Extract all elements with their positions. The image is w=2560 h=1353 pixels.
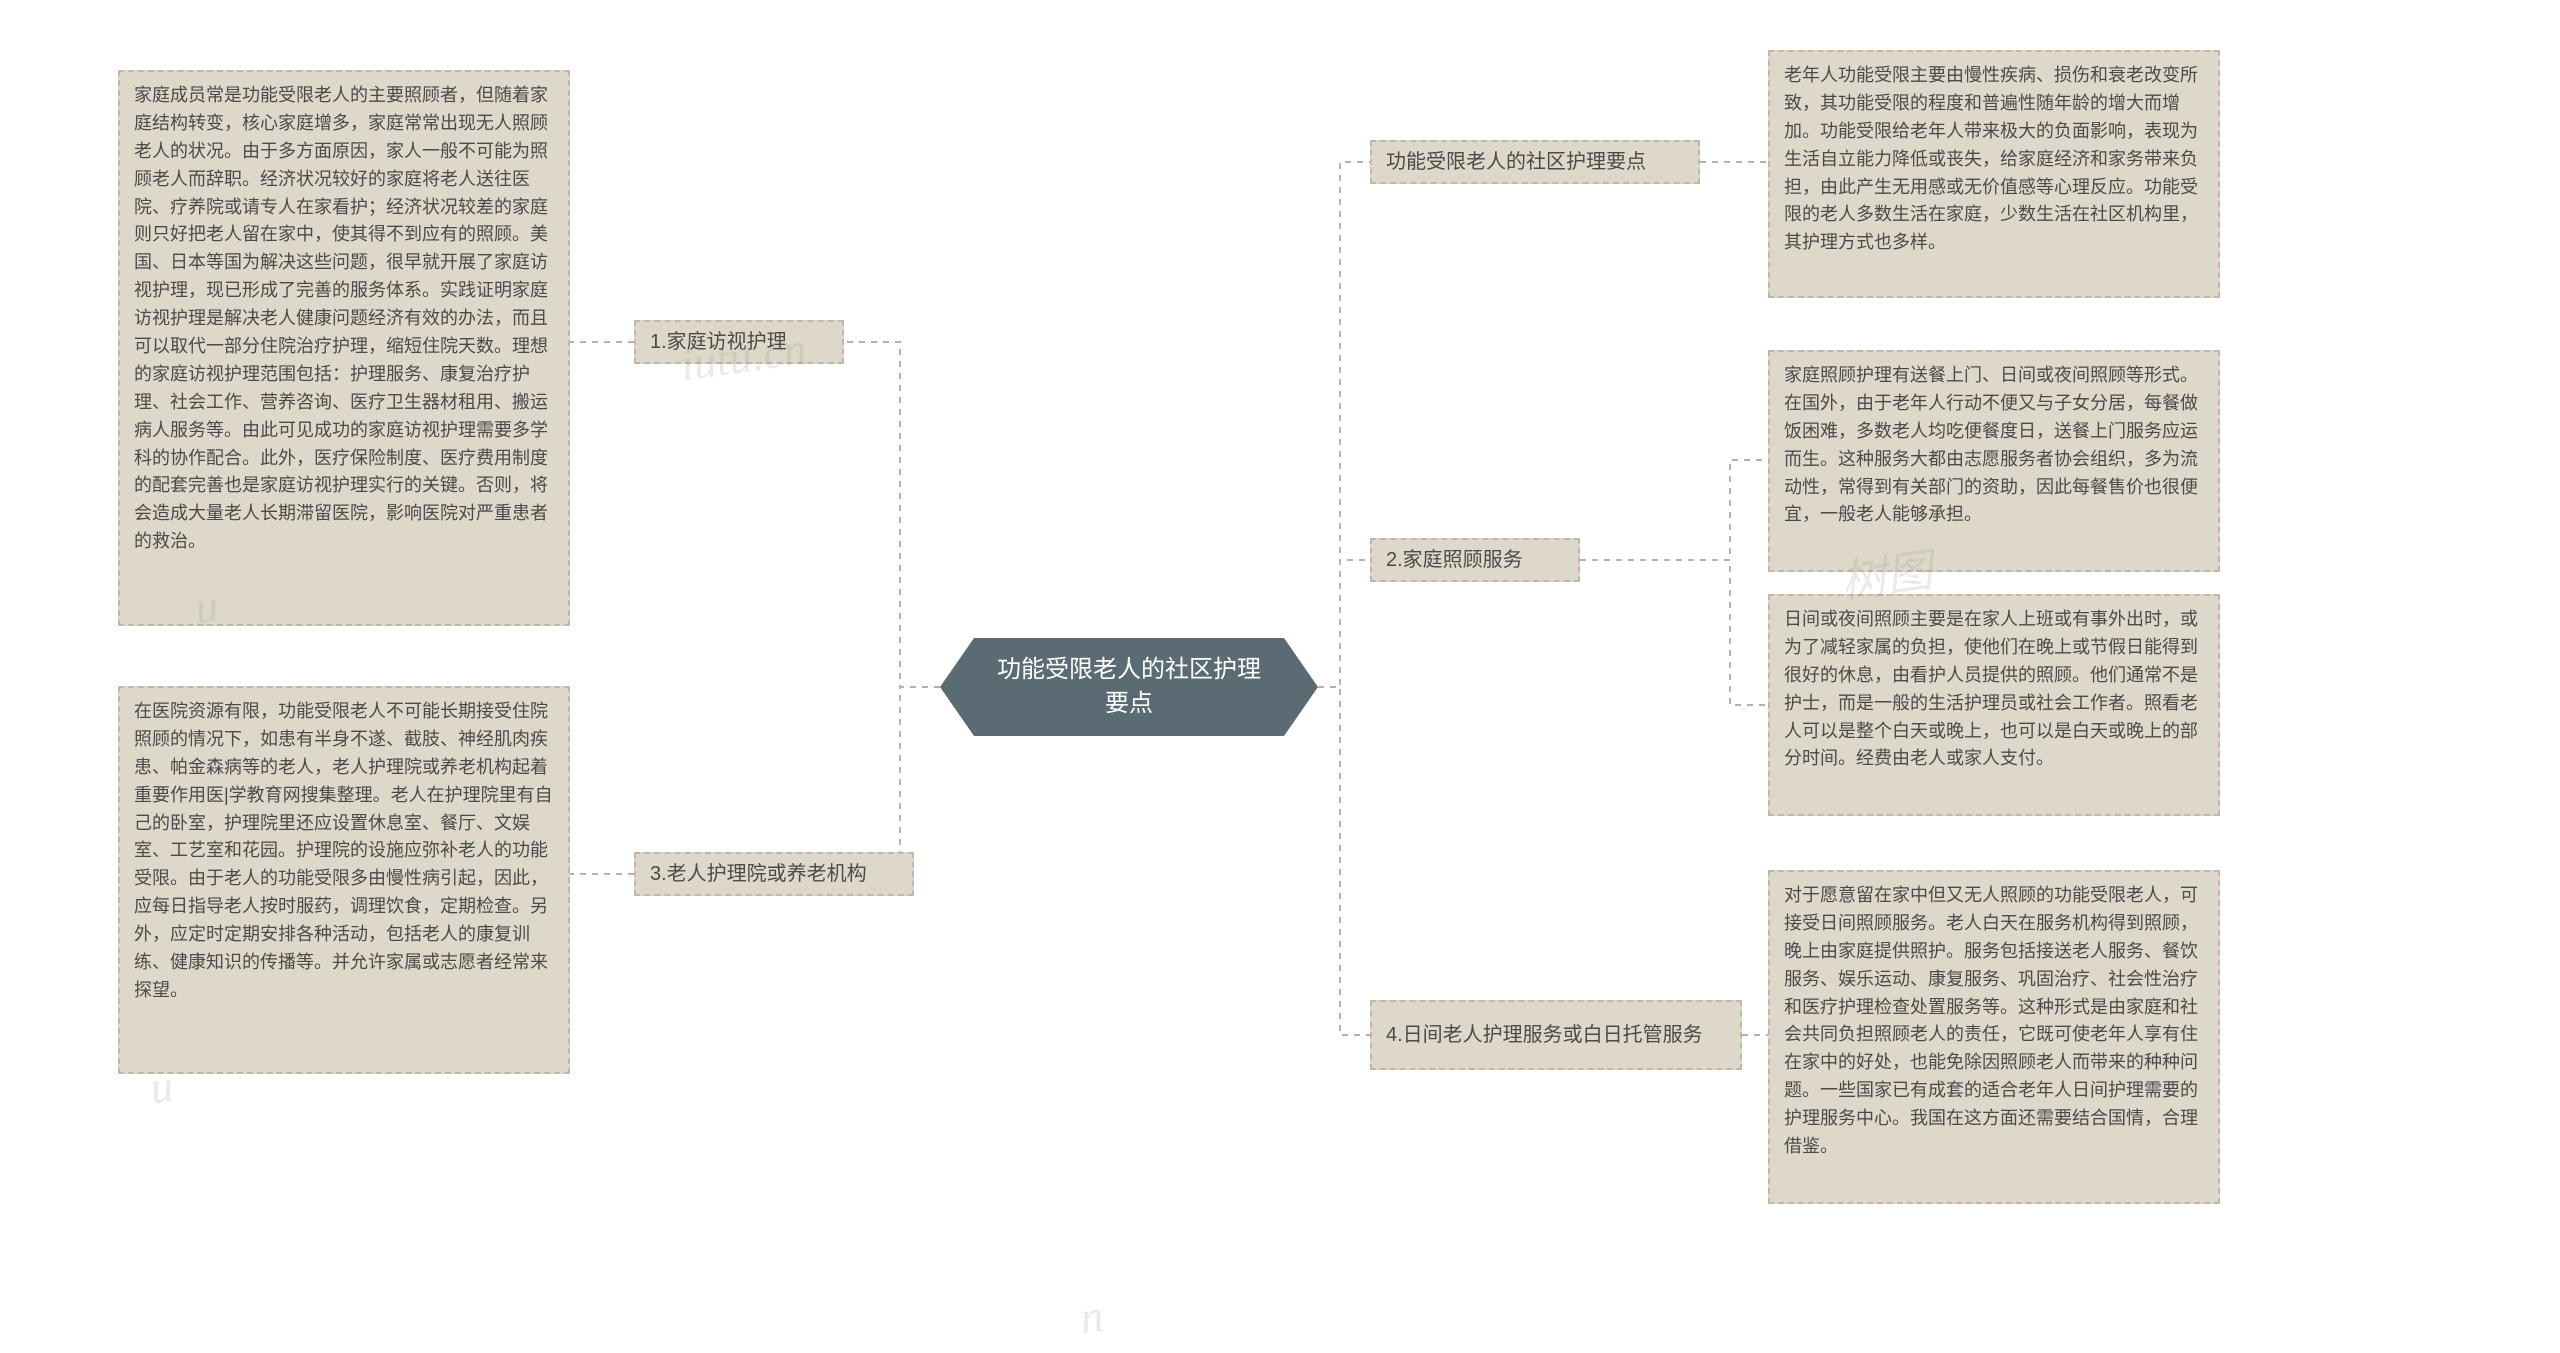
leaf-text: 家庭成员常是功能受限老人的主要照顾者，但随着家庭结构转变，核心家庭增多，家庭常常…	[134, 85, 548, 551]
leaf-left-1: 家庭成员常是功能受限老人的主要照顾者，但随着家庭结构转变，核心家庭增多，家庭常常…	[118, 70, 570, 626]
watermark: n	[1076, 1289, 1106, 1345]
branch-label: 1.家庭访视护理	[650, 327, 787, 358]
branch-right-4: 4.日间老人护理服务或白日托管服务	[1370, 1000, 1742, 1070]
center-title: 功能受限老人的社区护理要点	[994, 653, 1264, 720]
leaf-right-2-1: 日间或夜间照顾主要是在家人上班或有事外出时，或为了减轻家属的负担，使他们在晚上或…	[1768, 594, 2220, 816]
branch-right-0: 功能受限老人的社区护理要点	[1370, 140, 1700, 184]
mindmap-canvas: 功能受限老人的社区护理要点 1.家庭访视护理 家庭成员常是功能受限老人的主要照顾…	[0, 0, 2560, 1353]
branch-label: 4.日间老人护理服务或白日托管服务	[1386, 1020, 1703, 1051]
leaf-left-3: 在医院资源有限，功能受限老人不可能长期接受住院照顾的情况下，如患有半身不遂、截肢…	[118, 686, 570, 1074]
connector	[900, 687, 940, 874]
branch-label: 3.老人护理院或养老机构	[650, 859, 867, 890]
leaf-text: 在医院资源有限，功能受限老人不可能长期接受住院照顾的情况下，如患有半身不遂、截肢…	[134, 701, 553, 1000]
leaf-right-4-0: 对于愿意留在家中但又无人照顾的功能受限老人，可接受日间照顾服务。老人白天在服务机…	[1768, 870, 2220, 1204]
leaf-right-0-0: 老年人功能受限主要由慢性疾病、损伤和衰老改变所致，其功能受限的程度和普遍性随年龄…	[1768, 50, 2220, 298]
center-node: 功能受限老人的社区护理要点	[974, 638, 1284, 736]
connector	[844, 342, 940, 687]
leaf-text: 家庭照顾护理有送餐上门、日间或夜间照顾等形式。在国外，由于老年人行动不便又与子女…	[1784, 365, 2198, 524]
leaf-text: 对于愿意留在家中但又无人照顾的功能受限老人，可接受日间照顾服务。老人白天在服务机…	[1784, 885, 2198, 1156]
branch-left-1: 1.家庭访视护理	[634, 320, 844, 364]
leaf-text: 日间或夜间照顾主要是在家人上班或有事外出时，或为了减轻家属的负担，使他们在晚上或…	[1784, 609, 2198, 768]
branch-left-3: 3.老人护理院或养老机构	[634, 852, 914, 896]
connector	[1318, 162, 1370, 687]
connector	[1580, 460, 1768, 560]
branch-right-2: 2.家庭照顾服务	[1370, 538, 1580, 582]
connector	[1318, 560, 1370, 687]
branch-label: 2.家庭照顾服务	[1386, 545, 1523, 576]
connector	[1580, 560, 1768, 705]
leaf-right-2-0: 家庭照顾护理有送餐上门、日间或夜间照顾等形式。在国外，由于老年人行动不便又与子女…	[1768, 350, 2220, 572]
leaf-text: 老年人功能受限主要由慢性疾病、损伤和衰老改变所致，其功能受限的程度和普遍性随年龄…	[1784, 65, 2198, 252]
connector	[1318, 687, 1370, 1035]
branch-label: 功能受限老人的社区护理要点	[1386, 147, 1646, 178]
